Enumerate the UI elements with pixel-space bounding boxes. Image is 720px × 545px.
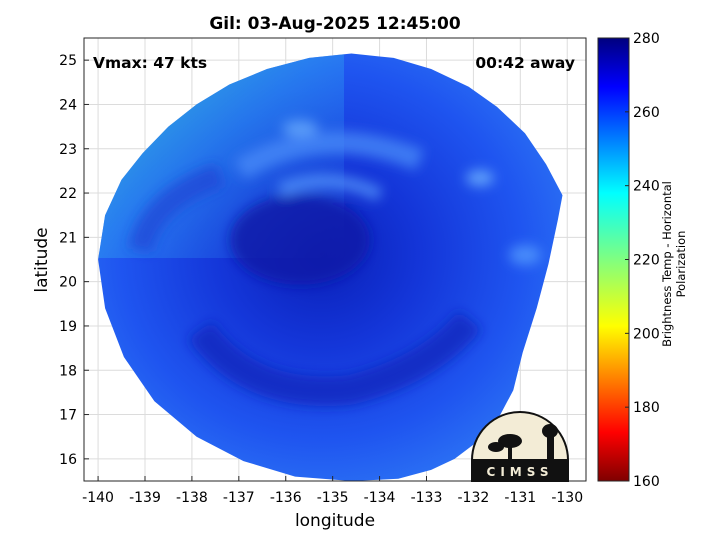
colorbar-tick-label: 280	[633, 31, 660, 47]
chart-title: Gil: 03-Aug-2025 12:45:00	[209, 14, 461, 34]
x-tick-label: -136	[270, 490, 302, 506]
storm-core	[230, 195, 370, 285]
colorbar-label: Brightness Temp - Horizontal Polarizatio…	[660, 181, 688, 347]
x-tick-label: -133	[411, 490, 443, 506]
y-tick-label: 23	[59, 142, 77, 158]
y-tick-label: 24	[59, 97, 77, 113]
colorbar-tick-label: 260	[633, 105, 660, 121]
colorbar-tick-label: 180	[633, 400, 660, 416]
y-tick-label: 20	[59, 275, 77, 291]
axes-box	[83, 37, 587, 482]
y-tick-label: 18	[59, 363, 77, 379]
vmax-annotation: Vmax: 47 kts	[93, 54, 207, 72]
rainband-inner	[277, 174, 384, 202]
axis-ticks: -140 -139 -138 -137 -136 -135 -134 -133 -132 -131…	[59, 53, 583, 506]
x-axis-label: longitude	[294, 511, 376, 531]
y-tick-label: 17	[59, 408, 77, 424]
y-tick-label: 21	[59, 230, 77, 246]
logo-dish-stand	[508, 444, 512, 459]
logo-band	[472, 459, 568, 481]
cimss-logo: CIMSS	[471, 411, 569, 482]
logo-text: CIMSS	[487, 465, 554, 479]
rainband-west	[128, 163, 225, 253]
time-offset-annotation: 00:42 away	[475, 54, 575, 72]
x-tick-label: -131	[504, 490, 536, 506]
colorbar-tick-label: 220	[633, 253, 660, 269]
y-tick-label: 22	[59, 186, 77, 202]
warm-spot-e	[509, 245, 541, 265]
x-tick-label: -138	[176, 490, 208, 506]
y-axis-label: latitude	[32, 227, 52, 293]
x-tick-label: -135	[317, 490, 349, 506]
x-tick-label: -139	[129, 490, 161, 506]
colorbar-ticks: 160 180 200 220 240 260 280	[625, 31, 660, 490]
y-tick-label: 19	[59, 319, 77, 335]
x-tick-label: -140	[82, 490, 114, 506]
colorbar-tick-label: 160	[633, 474, 660, 490]
y-tick-label: 16	[59, 452, 77, 468]
x-tick-label: -134	[364, 490, 396, 506]
colorbar	[597, 37, 630, 482]
rainband-south	[187, 310, 482, 407]
rainband-north	[234, 131, 425, 180]
logo-tower-icon	[547, 432, 554, 459]
warm-spot-n	[282, 120, 318, 136]
warm-spot-ne	[466, 170, 494, 186]
logo-tower-top	[542, 424, 558, 438]
x-tick-label: -137	[223, 490, 255, 506]
logo-dish-icon	[498, 434, 522, 448]
logo-dish-small-icon	[488, 442, 504, 452]
x-tick-label: -132	[458, 490, 490, 506]
x-tick-label: -130	[551, 490, 583, 506]
y-tick-label: 25	[59, 53, 77, 69]
colorbar-tick-label: 240	[633, 179, 660, 195]
colorbar-tick-label: 200	[633, 326, 660, 342]
